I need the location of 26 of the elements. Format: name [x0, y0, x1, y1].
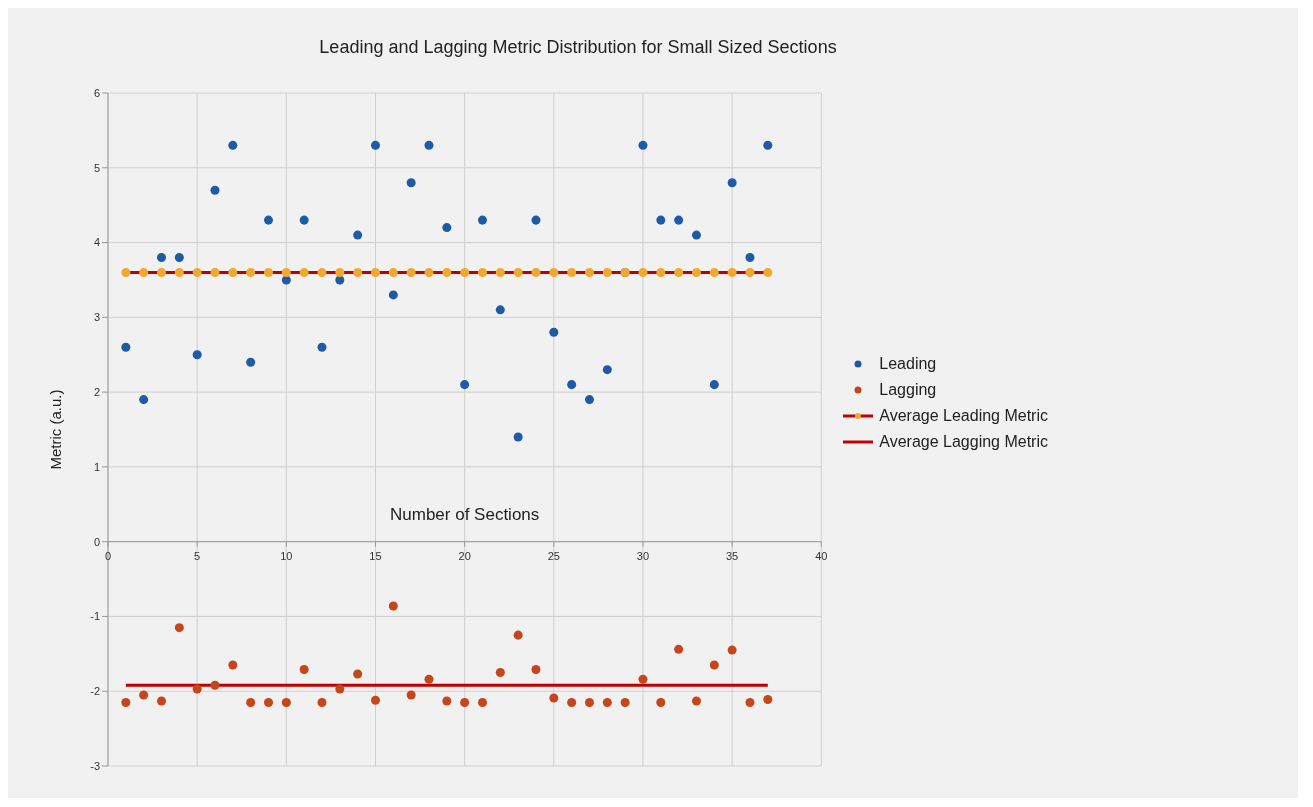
y-tick-label: -3: [90, 759, 100, 772]
chart-title: Leading and Lagging Metric Distribution for Small Sized Sections: [319, 37, 837, 57]
y-tick-label: -2: [90, 685, 100, 698]
x-tick-label: 0: [104, 549, 112, 562]
x-tick-label: 20: [458, 549, 471, 562]
x-tick-label: 15: [369, 549, 382, 562]
y-tick-label: 4: [93, 236, 100, 249]
legend-label: Average Leading Metric: [879, 407, 1048, 425]
x-tick-label: 25: [547, 549, 560, 562]
y-tick-label: 2: [93, 386, 100, 399]
x-tick-label: 5: [194, 549, 201, 562]
y-tick-label: 1: [93, 460, 100, 473]
legend-label: Average Lagging Metric: [879, 433, 1048, 451]
x-tick-label: 40: [815, 549, 828, 562]
x-axis-title: Number of Sections: [390, 504, 540, 524]
legend-label: Leading: [879, 355, 937, 373]
x-tick-label: 35: [726, 549, 739, 562]
y-tick-label: 0: [93, 535, 100, 548]
y-axis-title: Metric (a.u.): [47, 389, 65, 470]
y-tick-label: 6: [93, 86, 100, 99]
legend-label: Lagging: [879, 381, 937, 399]
x-tick-label: 30: [636, 549, 650, 562]
y-tick-label: 5: [93, 161, 100, 174]
y-tick-label: 3: [93, 311, 100, 324]
x-tick-label: 10: [280, 549, 293, 562]
y-tick-label: -1: [90, 610, 100, 623]
